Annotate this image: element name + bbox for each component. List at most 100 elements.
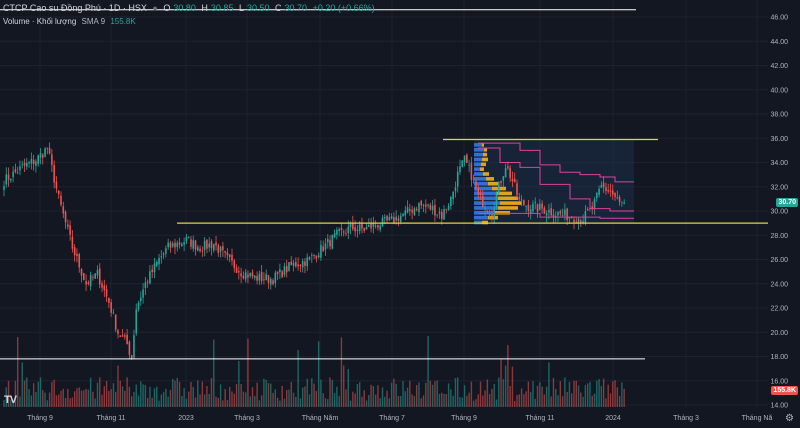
candle-body	[212, 244, 215, 251]
price-bands	[478, 142, 634, 219]
candle-body	[85, 281, 87, 285]
candle-body	[450, 197, 452, 207]
profile-row-orange	[488, 215, 498, 220]
candle-body	[105, 289, 108, 297]
candle-body	[181, 243, 183, 247]
price-tick-label: 20.00	[770, 330, 788, 337]
candle-body	[30, 159, 33, 164]
candle-body	[561, 214, 564, 216]
candle-body	[48, 147, 51, 154]
candle-body	[390, 216, 393, 220]
horizontal-levels	[0, 9, 768, 360]
volume-bar	[46, 400, 49, 407]
volume-bar	[279, 400, 281, 407]
candle-body	[23, 162, 26, 166]
volume-bar	[493, 383, 495, 407]
volume-bar	[219, 384, 222, 407]
volume-bar	[58, 394, 60, 407]
time-axis: Tháng 9 Tháng 11 2023 Tháng 3 Tháng Năm Tháng…	[27, 415, 772, 422]
volume-bar	[621, 382, 623, 407]
volume-bar	[283, 398, 286, 407]
volume-bar	[265, 379, 267, 407]
volume-bar	[78, 387, 80, 407]
volume-bar	[548, 362, 550, 407]
candle-body	[621, 201, 623, 203]
candle-body	[228, 254, 231, 258]
volume-bar	[23, 380, 26, 407]
candle-body	[233, 260, 236, 269]
volume-bar	[525, 391, 527, 407]
volume-bar	[436, 380, 438, 407]
volume-bar	[53, 379, 55, 407]
volume-legend[interactable]: Volume · Khối lượng SMA 9 155.8K	[3, 17, 139, 26]
volume-bar	[28, 389, 30, 407]
candle-body	[434, 204, 436, 216]
volume-bar	[534, 398, 536, 407]
volume-bar	[297, 349, 299, 407]
ohlc-close-value: 30.70	[284, 3, 308, 13]
volume-indicator-name[interactable]: Volume · Khối lượng	[3, 17, 77, 26]
volume-bar	[226, 400, 229, 407]
volume-bar	[242, 391, 245, 407]
volume-bar	[582, 396, 584, 407]
candle-body	[486, 210, 489, 212]
volume-bar	[156, 386, 158, 407]
candle-body	[463, 155, 466, 163]
profile-row-orange	[494, 211, 510, 215]
volume-bar	[151, 397, 153, 407]
volume-bar	[612, 381, 614, 407]
last-volume-tag: 155.8K	[771, 386, 798, 395]
profile-row-blue	[474, 201, 500, 205]
candle-body	[616, 197, 619, 199]
candle-body	[454, 187, 457, 192]
candle-body	[484, 208, 486, 210]
price-tick-label: 16.00	[770, 378, 788, 385]
candle-body	[187, 237, 190, 238]
volume-bar	[258, 400, 261, 407]
candle-body	[372, 223, 375, 227]
candle-body	[586, 208, 589, 211]
volume-bar	[482, 395, 484, 407]
candle-body	[21, 164, 24, 166]
candle-body	[283, 266, 286, 276]
candle-body	[146, 281, 149, 283]
time-tick-label: Tháng 9	[451, 415, 477, 422]
candle-body	[429, 204, 432, 210]
candle-body	[520, 199, 523, 201]
volume-bar	[596, 380, 598, 407]
symbol-legend[interactable]: CTCP Cao su Đồng Phú · 1D · HSX ● O 30.80…	[3, 3, 378, 13]
volume-bar	[502, 379, 505, 407]
candle-body	[618, 197, 621, 202]
candle-body	[165, 248, 167, 254]
time-tick-label: Tháng Năm	[302, 415, 339, 422]
candle-body	[240, 273, 242, 277]
volume-bar	[217, 397, 220, 407]
candle-body	[472, 178, 475, 180]
candle-body	[422, 204, 425, 206]
candle-body	[614, 192, 616, 197]
volume-bar	[368, 395, 370, 407]
volume-bar	[365, 400, 368, 407]
gear-icon[interactable]: ⚙	[785, 413, 794, 424]
candle-body	[265, 274, 267, 281]
volume-bar	[445, 394, 448, 407]
tradingview-logo-icon[interactable]: TV	[4, 394, 17, 406]
volume-bar	[514, 400, 516, 407]
candle-body	[497, 181, 500, 194]
volume-bar	[320, 379, 322, 407]
volume-bar	[397, 395, 400, 407]
price-tick-label: 42.00	[770, 63, 788, 70]
candle-body	[402, 214, 404, 217]
time-tick-label: Tháng 7	[379, 415, 405, 422]
volume-bar	[495, 399, 498, 407]
volume-bar	[60, 390, 62, 407]
symbol-title[interactable]: CTCP Cao su Đồng Phú · 1D · HSX	[3, 3, 147, 13]
volume-bar	[623, 388, 625, 407]
volume-bar	[507, 344, 509, 407]
candle-body	[267, 275, 270, 283]
volume-bar	[137, 395, 140, 407]
volume-bar	[192, 386, 194, 407]
volume-bar	[176, 377, 178, 407]
